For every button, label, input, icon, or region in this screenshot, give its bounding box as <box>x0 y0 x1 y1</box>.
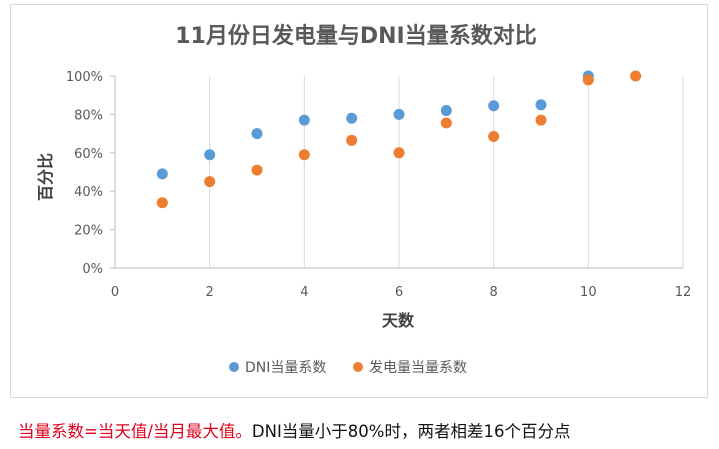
chart-title: 11月份日发电量与DNI当量系数对比 <box>175 23 536 49</box>
power-point <box>582 74 594 86</box>
x-tick-label: 10 <box>580 285 597 300</box>
legend-marker <box>229 362 239 372</box>
dni-point <box>535 99 547 111</box>
y-tick-label: 40% <box>74 185 103 200</box>
legend-label: DNI当量系数 <box>245 360 326 376</box>
legend-label: 发电量当量系数 <box>369 360 467 376</box>
caption-definition: 当量系数=当天值/当月最大值。 <box>18 422 252 441</box>
dni-point <box>488 100 500 112</box>
power-point <box>488 130 500 142</box>
y-tick-label: 60% <box>74 147 103 162</box>
power-point <box>440 117 452 129</box>
x-tick-label: 6 <box>395 285 403 300</box>
grid-lines <box>209 76 684 268</box>
x-axis-label: 天数 <box>382 311 415 330</box>
y-tick-label: 0% <box>82 262 103 277</box>
power-point <box>204 176 216 188</box>
dni-point <box>251 128 263 140</box>
power-point <box>535 114 547 126</box>
caption-comparison: DNI当量小于80%时，两者相差16个百分点 <box>251 422 571 441</box>
legend-marker <box>353 362 363 372</box>
power-point <box>156 197 168 209</box>
dni-point <box>204 149 216 161</box>
x-tick-label: 2 <box>206 285 214 300</box>
legend: DNI当量系数 发电量当量系数 <box>229 360 467 376</box>
chart-frame: 11月份日发电量与DNI当量系数对比 0 2 4 6 8 10 12 0% 20% 40% 60% 8… <box>10 4 708 398</box>
power-point <box>346 134 358 146</box>
power-point <box>298 149 310 161</box>
y-tick-label: 80% <box>74 108 103 123</box>
caption: 当量系数=当天值/当月最大值。DNI当量小于80%时，两者相差16个百分点 <box>18 418 570 442</box>
power-point <box>630 70 642 82</box>
x-tick-label: 4 <box>300 285 308 300</box>
dni-point <box>440 105 452 117</box>
x-tick-label: 12 <box>675 285 692 300</box>
dni-point <box>298 114 310 126</box>
power-point <box>393 147 405 159</box>
y-tick-label: 100% <box>66 70 103 85</box>
y-tick-label: 20% <box>74 224 103 239</box>
dni-point <box>393 108 405 120</box>
power-point <box>251 164 263 176</box>
dni-point <box>346 112 358 124</box>
x-tick-label: 8 <box>490 285 498 300</box>
dni-point <box>156 168 168 180</box>
y-axis-label: 百分比 <box>36 153 55 201</box>
data-points <box>156 70 642 209</box>
scatter-chart: 11月份日发电量与DNI当量系数对比 0 2 4 6 8 10 12 0% 20% 40% 60% 8… <box>36 23 691 376</box>
axes: 0 2 4 6 8 10 12 0% 20% 40% 60% 80% 100% <box>66 70 691 300</box>
x-tick-label: 0 <box>111 285 119 300</box>
